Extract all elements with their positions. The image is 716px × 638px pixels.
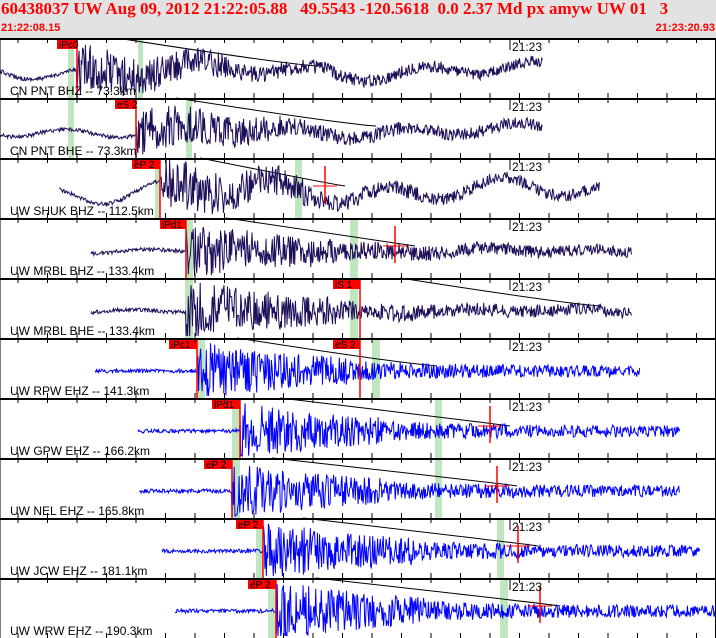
travel-time-curve [116,38,318,67]
channel-label: UW GPW EHZ -- 166.2km [10,444,150,458]
phase-window [186,218,193,278]
minute-label: 21:23 [512,220,542,234]
pick-label: eS 2 [335,340,356,351]
pick-flag[interactable] [169,339,197,349]
pick-label: iPd1 [162,220,182,231]
pick-flag[interactable] [333,339,360,349]
phase-window [268,578,276,638]
travel-time-curve [199,157,346,187]
pick-label: eS 2 [117,100,138,111]
pick-flag[interactable] [160,219,186,229]
phase-window [138,38,143,98]
waveform [0,44,543,97]
minute-label: 21:23 [512,340,542,354]
pick-flag[interactable] [236,519,263,529]
pick-label: iPc1 [171,340,191,351]
trace-panel[interactable]: iS 1 21:23 UW MRBL BHE -- 133.4km [0,277,716,338]
travel-time-curve [302,517,539,547]
travel-time-curve [315,577,561,607]
seismogram-panels[interactable]: iPc0 21:23 CN PNT BHZ -- 73.3km eS 2 21:23 CN… [0,38,716,638]
window-start-time: 21:22:08.15 [1,22,61,34]
minute-label: 21:23 [512,160,542,174]
phase-window [350,278,358,338]
waveform [139,465,680,517]
minute-label: 21:23 [512,400,542,414]
pick-label: eP 2 [134,160,155,171]
phase-window [372,338,380,398]
travel-time-curve [279,397,511,427]
phase-window [500,578,508,638]
pick-flag[interactable] [248,579,276,589]
pick-label: eP 2 [206,460,227,471]
trace-panel[interactable]: iPd1 21:23 UW MRBL BHZ -- 133.4km [0,217,716,278]
minute-label: 21:23 [512,460,542,474]
pick-label: eP 2 [238,520,259,531]
waveform [137,403,681,458]
phase-window [68,38,74,98]
event-summary: 60438037 UW Aug 09, 2012 21:22:05.88 49.… [1,0,669,18]
minute-label: 21:23 [512,520,542,534]
waveform [90,282,632,337]
channel-label: UW NEL EHZ -- 165.8km [10,504,144,518]
pick-flag[interactable] [115,99,136,109]
trace-panel[interactable]: eP 2 21:23 UW NEL EHZ -- 165.8km [0,457,716,518]
pick-flag[interactable] [204,459,232,469]
pick-label: iPc0 [59,40,79,51]
trace-panel[interactable]: iPc0 21:23 CN PNT BHZ -- 73.3km [0,38,716,98]
pick-flag[interactable] [57,39,77,49]
phase-window [256,518,263,578]
waveform [0,105,543,155]
waveform [174,584,716,637]
trace-panel[interactable]: eS 2 21:23 CN PNT BHE -- 73.3km [0,97,716,158]
minute-label: 21:23 [512,100,542,114]
window-end-time: 21:23:20.93 [655,22,715,34]
channel-label: UW WRW EHZ -- 190.3km [10,624,152,638]
trace-panel[interactable]: eP 2 21:23 UW SHUK BHZ -- 112.5km [0,157,716,218]
pick-label: eP 2 [250,580,271,591]
channel-label: UW JCW EHZ -- 181.1km [10,564,147,578]
phase-window [435,398,442,458]
pick-label: iPd1 [214,400,234,411]
minute-label: 21:23 [512,280,542,294]
channel-label: UW SHUK BHZ -- 112.5km [10,204,154,218]
phase-window [232,458,240,518]
travel-time-curve [271,457,518,487]
trace-panel[interactable]: eP 2 21:23 UW JCW EHZ -- 181.1km [0,517,716,578]
waveform [161,523,701,577]
waveform [94,343,641,397]
channel-label: CN PNT BHZ -- 73.3km [10,84,136,98]
travel-time-curve [399,277,601,307]
waveform [59,159,600,215]
travel-time-curve [236,337,438,367]
trace-panel[interactable]: iPc1 eS 2 21:23 UW RPW EHZ -- 141.3km [0,337,716,398]
pick-flag[interactable] [333,279,360,289]
trace-panel[interactable]: iPd1 21:23 UW GPW EHZ -- 166.2km [0,397,716,458]
waveform [90,226,632,277]
channel-label: UW MRBL BHZ -- 133.4km [10,264,154,278]
event-header: 60438037 UW Aug 09, 2012 21:22:05.88 49.… [0,0,716,38]
pick-flag[interactable] [212,399,240,409]
pick-label: iS 1 [335,280,353,291]
phase-window [155,158,160,218]
channel-label: CN PNT BHE -- 73.3km [10,144,136,158]
pick-flag[interactable] [132,159,160,169]
minute-label: 21:23 [512,40,542,54]
travel-time-curve [175,97,377,127]
travel-time-curve [225,217,416,247]
channel-label: UW RPW EHZ -- 141.3km [10,384,149,398]
minute-label: 21:23 [512,580,542,594]
phase-window [350,218,358,278]
channel-label: UW MRBL BHE -- 133.4km [10,324,155,338]
trace-panel[interactable]: eP 2 21:23 UW WRW EHZ -- 190.3km [0,577,716,638]
